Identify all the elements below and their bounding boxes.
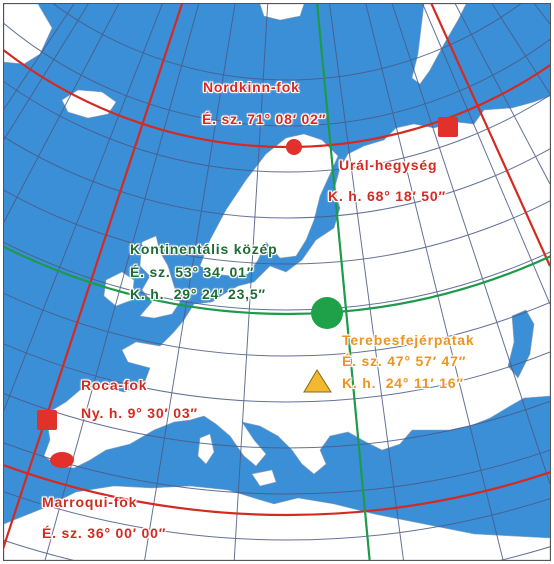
mainland (43, 95, 550, 475)
parallel-line-8 (4, 343, 550, 403)
parallel-line-9 (4, 392, 550, 449)
roca-name: Roca-fok (81, 377, 148, 393)
meridian-line-2 (4, 4, 163, 412)
meridian-line-9 (422, 4, 550, 305)
parallel-line-5 (4, 189, 550, 265)
center-name: Kontinentális közép (130, 241, 278, 257)
parallel-line-10 (4, 442, 550, 495)
center-lines (4, 4, 550, 560)
nordkinn-name: Nordkinn-fok (203, 79, 300, 95)
marroqui-coord: É. sz. 36° 00′ 00″ (42, 525, 167, 541)
greenland (4, 4, 53, 65)
meridian-line-13 (4, 4, 89, 141)
ural-name: Urál-hegység (339, 157, 438, 173)
sardinia (197, 433, 215, 465)
center-marker (311, 297, 343, 329)
parallel-line-6 (4, 241, 550, 311)
meridian-line-8 (391, 4, 550, 485)
center-meridian (316, 4, 371, 560)
marroqui-name: Marroqui-fok (42, 494, 138, 510)
europe-map: Nordkinn-fok É. sz. 71° 08′ 02″ Urál-heg… (3, 3, 551, 561)
meridian-line-3 (44, 4, 200, 560)
meridian-line-7 (365, 4, 504, 560)
nordkinn-marker (286, 139, 302, 155)
novaya-zemlya (411, 4, 467, 85)
north-africa (4, 485, 550, 560)
terebes-lon: K. h. 24° 11′ 16″ (342, 375, 464, 391)
marroqui-parallel (4, 463, 550, 516)
roca-coord: Ny. h. 9° 30′ 03″ (81, 405, 198, 421)
meridian-line-10 (454, 4, 550, 185)
map-canvas (4, 4, 550, 560)
parallel-line-11 (4, 491, 550, 541)
parallel-line-1 (53, 4, 521, 81)
great-britain (139, 235, 181, 319)
graticule (4, 4, 550, 560)
center-lon: K. h. 29° 24′ 23,5″ (130, 286, 266, 302)
center-lat: É. sz. 53° 34′ 01″ (130, 264, 255, 280)
meridian-line-11 (491, 4, 550, 95)
sicily (251, 469, 277, 487)
ural-marker (438, 117, 458, 137)
terebes-lat: É. sz. 47° 57′ 47″ (342, 353, 467, 369)
ireland (103, 271, 135, 307)
parallel-line-2 (4, 22, 550, 127)
nordkinn-coord: É. sz. 71° 08′ 02″ (202, 111, 327, 127)
parallel-line-3 (4, 80, 550, 173)
terebes-marker (303, 369, 332, 393)
terebes-name: Terebesfejérpatak (342, 332, 475, 348)
svalbard (259, 4, 305, 21)
ural-meridian (430, 4, 550, 267)
meridian-line-4 (144, 4, 236, 560)
parallel-line-4 (4, 136, 550, 219)
meridian-line-1 (4, 4, 120, 223)
meridian-line-14 (4, 4, 75, 110)
center-parallel (4, 245, 550, 315)
land-masses (4, 4, 550, 560)
parallel-line-7 (4, 292, 550, 357)
caspian-sea (507, 309, 535, 379)
roca-marker (37, 410, 57, 430)
meridian-line-6 (329, 4, 404, 560)
ural-coord: K. h. 68° 18′ 50″ (328, 188, 446, 204)
meridian-line-5 (233, 4, 269, 560)
marroqui-marker (50, 452, 74, 468)
